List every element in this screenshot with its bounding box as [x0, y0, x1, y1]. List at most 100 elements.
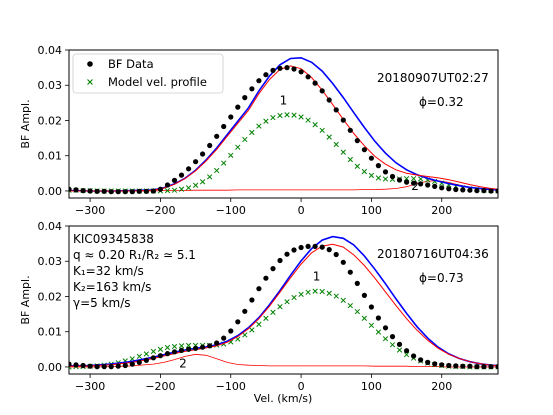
bf-data-point — [101, 364, 107, 370]
top-panel-frame — [68, 49, 499, 199]
bf-data-point — [263, 72, 269, 78]
k1-value: K₁=32 km/s — [73, 264, 144, 278]
model-point — [375, 329, 382, 335]
model-point — [164, 187, 171, 194]
bf-data-point — [157, 353, 163, 359]
model-point — [284, 299, 290, 305]
model-point — [192, 182, 199, 188]
model-point — [319, 288, 325, 295]
bf-data-point — [453, 186, 459, 193]
x-tick-label: 200 — [431, 380, 452, 393]
bf-data-point — [235, 319, 241, 325]
bottom-panel-ylabel: BF Ampl. — [19, 275, 32, 324]
model-point — [242, 332, 248, 338]
bottom-panel-y-ticks: 0.00 0.01 0.02 0.03 0.04 — [38, 220, 69, 374]
bf-data-point — [277, 65, 283, 71]
bf-data-point — [143, 357, 149, 363]
bf-data-point — [453, 363, 459, 369]
bottom-panel-phase-annotation: ϕ=0.73 — [419, 271, 464, 285]
y-tick-label: 0.02 — [38, 114, 63, 127]
bf-data-point — [129, 189, 135, 195]
top-panel-date-annotation: 20180907UT02:27 — [377, 71, 489, 85]
model-point — [263, 118, 269, 124]
bf-data-point — [481, 188, 487, 194]
legend-box — [72, 53, 224, 94]
x-axis-label: Vel. (km/s) — [254, 392, 313, 405]
bf-data-point — [460, 187, 466, 193]
bf-data-point — [495, 188, 498, 194]
bf-data-point — [136, 359, 142, 365]
bf-data-point — [256, 286, 262, 292]
bf-data-point — [375, 163, 381, 169]
bf-data-point — [368, 304, 374, 310]
bf-data-point — [298, 69, 304, 75]
model-point — [249, 327, 255, 333]
top-panel-x-ticks: −300 −200 −100 0 100 200 — [75, 198, 452, 217]
top-panel: −300 −200 −100 0 100 200 0.00 0.01 0.02 0.03 0.04… — [19, 44, 499, 217]
model-point — [298, 114, 304, 120]
bf-data-point — [488, 188, 494, 194]
bf-data-point — [291, 247, 297, 253]
bottom-panel: −300 −200 −100 0 100 200 0.00 0.01 0.02 0.03 0.04… — [19, 220, 499, 405]
model-point — [340, 297, 346, 304]
k2-value: K₂=163 km/s — [73, 280, 151, 294]
legend-marker-model — [87, 79, 93, 85]
bf-data-point — [256, 78, 262, 84]
model-point — [417, 176, 424, 182]
x-tick-label: −200 — [145, 204, 175, 217]
bf-data-point — [87, 188, 93, 194]
star-id: KIC09345838 — [73, 232, 154, 246]
top-panel-ylabel: BF Ampl. — [19, 99, 32, 148]
bf-data-point — [69, 186, 72, 192]
bf-data-point — [143, 188, 149, 194]
bottom-panel-x-ticks: −300 −200 −100 0 100 200 — [75, 374, 452, 393]
model-point — [291, 112, 297, 118]
x-tick-label: 100 — [361, 204, 382, 217]
bf-data-point — [319, 244, 325, 250]
legend-label-model: Model vel. profile — [108, 75, 207, 89]
bf-data-point — [488, 364, 494, 370]
bf-data-point — [340, 117, 346, 123]
bf-data-point — [361, 147, 367, 153]
bf-data-point — [411, 180, 417, 186]
model-point — [284, 112, 290, 118]
bf-data-point — [446, 186, 452, 192]
model-point — [199, 179, 206, 185]
bf-data-point — [347, 127, 353, 133]
bf-data-point — [242, 308, 248, 314]
bf-data-point — [277, 257, 283, 264]
system-parameters: KIC09345838 q ≈ 0.20 R₁/R₂ ≃ 5.1 K₁=32 k… — [73, 232, 196, 310]
bf-data-point — [495, 364, 498, 370]
x-tick-label: −300 — [75, 380, 105, 393]
model-point — [298, 291, 304, 298]
bf-data-point — [164, 182, 171, 188]
bf-data-point — [122, 189, 128, 195]
legend-label-bf-data: BF Data — [108, 57, 154, 71]
x-tick-label: −100 — [216, 380, 246, 393]
model-point — [354, 163, 360, 169]
component-label: 2 — [411, 179, 419, 193]
model-point — [326, 134, 332, 140]
bf-data-point — [263, 275, 269, 281]
y-tick-label: 0.00 — [38, 185, 63, 198]
model-point — [368, 322, 375, 329]
bf-data-point — [228, 328, 234, 334]
model-point — [368, 172, 375, 179]
model-point — [382, 336, 389, 342]
x-tick-label: 0 — [298, 380, 305, 393]
bf-data-point — [193, 159, 199, 165]
model-point — [312, 288, 318, 294]
bf-data-point — [73, 362, 79, 368]
bf-data-point — [235, 104, 241, 110]
bf-data-point — [284, 251, 290, 257]
bf-data-point — [411, 353, 417, 359]
bf-data-point — [333, 107, 339, 113]
model-point — [171, 187, 178, 193]
model-point — [396, 347, 403, 353]
bf-data-point — [186, 166, 192, 172]
bf-data-point — [178, 172, 185, 178]
bf-data-point — [467, 187, 473, 193]
bf-data-point — [361, 292, 367, 298]
model-point — [256, 123, 262, 129]
y-tick-label: 0.00 — [38, 361, 63, 374]
